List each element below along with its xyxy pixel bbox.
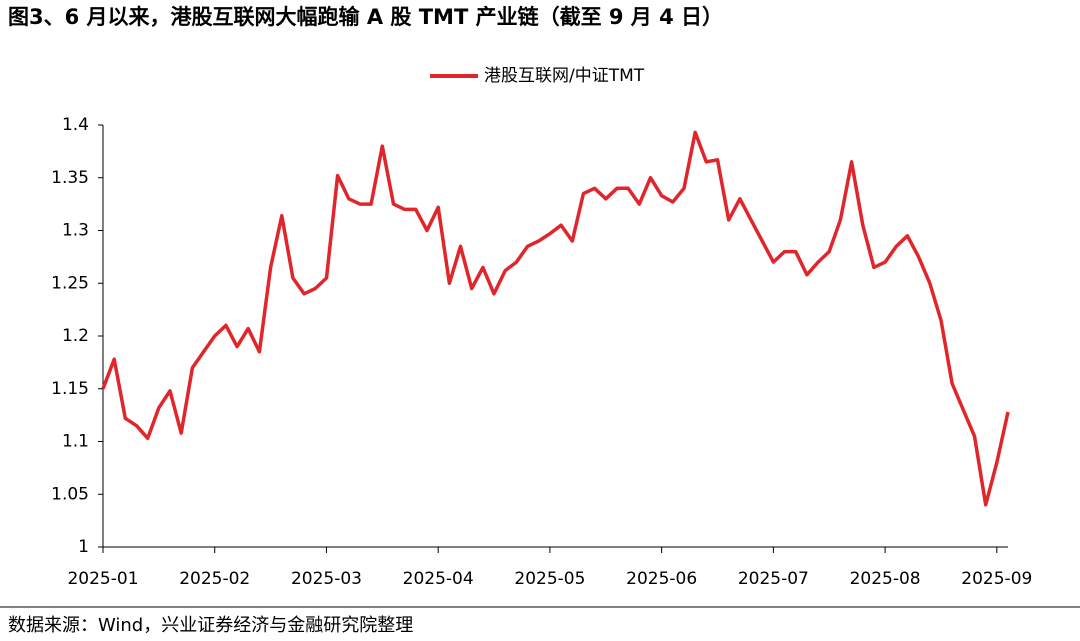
x-tick-label: 2025-08 <box>850 569 921 589</box>
y-tick-label: 1.2 <box>62 326 89 346</box>
y-tick-label: 1 <box>78 537 89 557</box>
y-tick-label: 1.05 <box>51 484 89 504</box>
x-tick-label: 2025-07 <box>738 569 809 589</box>
series-line <box>101 130 1010 507</box>
y-tick-label: 1.15 <box>51 379 89 399</box>
x-tick-label: 2025-09 <box>961 569 1032 589</box>
y-tick-label: 1.4 <box>62 115 89 135</box>
chart-title: 图3、6 月以来，港股互联网大幅跑输 A 股 TMT 产业链（截至 9 月 4 … <box>8 5 723 29</box>
x-tick-label: 2025-02 <box>179 569 250 589</box>
legend-label: 港股互联网/中证TMT <box>484 66 645 86</box>
source-note: 数据来源：Wind，兴业证券经济与金融研究院整理 <box>8 615 413 636</box>
y-tick-label: 1.3 <box>62 221 89 241</box>
y-tick-label: 1.1 <box>62 432 89 452</box>
x-tick-label: 2025-06 <box>626 569 697 589</box>
y-tick-label: 1.35 <box>51 168 89 188</box>
x-tick-label: 2025-01 <box>67 569 138 589</box>
y-tick-label: 1.25 <box>51 273 89 293</box>
x-tick-label: 2025-05 <box>514 569 585 589</box>
x-tick-label: 2025-03 <box>291 569 362 589</box>
x-tick-label: 2025-04 <box>403 569 474 589</box>
